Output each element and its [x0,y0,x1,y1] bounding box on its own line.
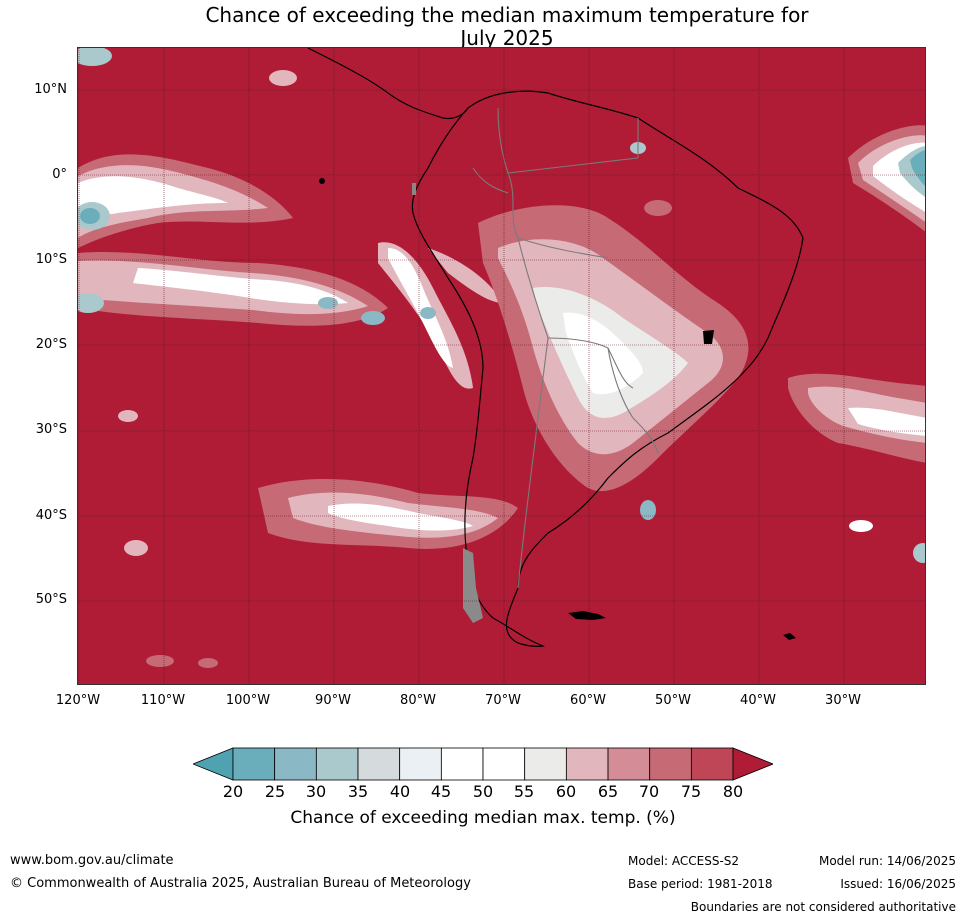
islands [319,178,796,640]
model-name: Model: ACCESS-S2 [628,854,740,868]
colorbar-arrow-high [732,747,773,781]
lat-label-10s: 10°S [35,252,67,267]
lat-label-50s: 50°S [35,592,67,607]
colorbar-segment [440,747,484,781]
lon-label-110w: 110°W [140,693,186,708]
chart-title: Chance of exceeding the median maximum t… [0,4,965,50]
cbar-tick-55: 55 [513,782,535,801]
lon-label-90w: 90°W [315,693,351,708]
colorbar-segment [649,747,692,781]
cbar-tick-25: 25 [264,782,286,801]
probability-map [78,48,925,684]
east-pacific-anomaly [848,125,925,232]
colorbar-segment [357,747,401,781]
cbar-tick-60: 60 [555,782,577,801]
lon-label-50w: 50°W [655,693,691,708]
issued-date: Issued: 16/06/2025 [840,877,956,891]
colorbar-segment [690,747,734,781]
cbar-tick-35: 35 [347,782,369,801]
lon-label-70w: 70°W [485,693,521,708]
cbar-tick-70: 70 [638,782,660,801]
brazil-continental-anomaly [478,205,749,492]
cbar-tick-80: 80 [722,782,744,801]
peru-coast-anomaly [378,242,503,389]
patagonia-coastal-detail [463,548,483,623]
cbar-tick-20: 20 [222,782,244,801]
colorbar-label: Chance of exceeding median max. temp. (%… [290,808,676,828]
colorbar-segment [274,747,317,781]
lat-label-0: 0° [52,167,67,182]
lon-label-60w: 60°W [570,693,606,708]
south-pacific-midlat-band [258,478,518,549]
lon-label-80w: 80°W [400,693,436,708]
lon-label-40w: 40°W [740,693,776,708]
lat-label-40s: 40°S [35,508,67,523]
pacific-southern-band [78,251,388,326]
graticule [78,48,925,684]
south-america-coastline [411,90,804,647]
map-panel[interactable] [77,47,926,685]
colorbar-segment [399,747,442,781]
colorbar-segment [524,747,567,781]
cbar-tick-65: 65 [597,782,619,801]
country-borders [472,107,659,589]
lon-label-30w: 30°W [825,693,861,708]
title-line-2: July 2025 [460,26,554,50]
pacific-equatorial-anomaly [78,154,293,248]
central-america-coastline [307,48,469,120]
colorbar-segment [315,747,359,781]
lon-label-100w: 100°W [225,693,271,708]
map-background [78,48,925,684]
lat-label-30s: 30°S [35,422,67,437]
cbar-tick-50: 50 [472,782,494,801]
colorbar-segment [482,747,526,781]
south-atlantic-anomaly [640,373,925,563]
website-link[interactable]: www.bom.gov.au/climate [10,853,174,868]
cbar-tick-45: 45 [430,782,452,801]
base-period: Base period: 1981-2018 [628,877,773,891]
lat-label-20s: 20°S [35,337,67,352]
boundaries-disclaimer: Boundaries are not considered authoritat… [690,900,956,914]
colorbar-segment [565,747,609,781]
cbar-tick-75: 75 [680,782,702,801]
colorbar-segment [607,747,651,781]
title-line-1: Chance of exceeding the median maximum t… [205,3,809,27]
cbar-tick-40: 40 [389,782,411,801]
colorbar-arrow-low [193,747,234,781]
model-run-date: Model run: 14/06/2025 [818,854,956,868]
colorbar [193,747,773,781]
colorbar-segment [232,747,276,781]
cbar-tick-30: 30 [305,782,327,801]
lat-label-10n: 10°N [34,82,67,97]
lon-label-120w: 120°W [55,693,101,708]
copyright-text: © Commonwealth of Australia 2025, Austra… [10,876,471,891]
scattered-anomalies [78,48,672,668]
